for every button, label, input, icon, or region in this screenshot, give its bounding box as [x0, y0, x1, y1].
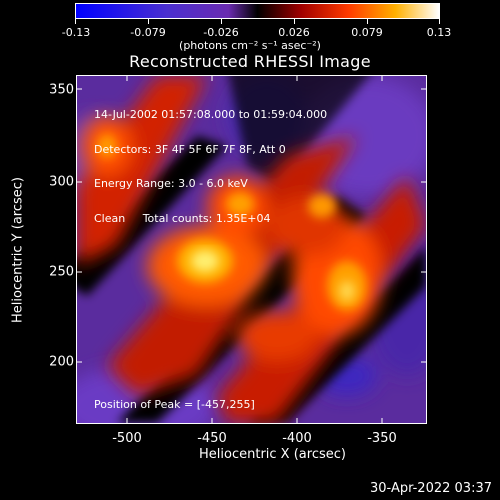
colorbar-tick: [439, 19, 440, 24]
colorbar-tick-label: 0.079: [351, 26, 383, 39]
colorbar-units: (photons cm⁻² s⁻¹ asec⁻²): [179, 39, 321, 52]
colorbar-tick-label: -0.026: [203, 26, 239, 39]
colorbar-tick: [221, 19, 222, 24]
x-tick-label: -450: [197, 431, 227, 446]
energy-range: Energy Range: 3.0 - 6.0 keV: [94, 177, 248, 190]
colorbar-tick-label: -0.13: [61, 26, 91, 39]
x-tick-label: -500: [112, 431, 142, 446]
y-tick-label: 350: [49, 82, 74, 98]
y-tick-label: 300: [49, 174, 74, 190]
footer-date: 30-Apr-2022 03:37: [370, 481, 492, 496]
colorbar-tick-label: -0.079: [130, 26, 166, 39]
rhessi-image: [76, 75, 427, 424]
colorbar-tick: [367, 19, 368, 24]
y-tick-label: 200: [49, 354, 74, 370]
x-axis-label: Heliocentric X (arcsec): [199, 447, 346, 462]
observation-info: 14-Jul-2002 01:57:08.000 to 01:59:04.000…: [94, 86, 327, 236]
colorbar-tick: [294, 19, 295, 24]
peak-position: Position of Peak = [-457,255]: [94, 398, 255, 411]
y-axis-label: Heliocentric Y (arcsec): [10, 177, 26, 323]
x-tick-label: -400: [282, 431, 312, 446]
detectors: Detectors: 3F 4F 5F 6F 7F 8F, Att 0: [94, 142, 286, 156]
x-tick-label: -350: [367, 431, 397, 446]
time-range: 14-Jul-2002 01:57:08.000 to 01:59:04.000: [94, 108, 328, 121]
clean-counts: Clean Total counts: 1.35E+04: [94, 211, 271, 225]
colorbar-tick-label: 0.13: [426, 26, 452, 39]
colorbar-tick: [75, 19, 76, 24]
colorbar-tick-label: 0.026: [278, 26, 310, 39]
colorbar-tick: [148, 19, 149, 24]
y-tick-label: 250: [49, 264, 74, 280]
colorbar: [75, 3, 440, 19]
image-title: Reconstructed RHESSI Image: [129, 52, 371, 71]
